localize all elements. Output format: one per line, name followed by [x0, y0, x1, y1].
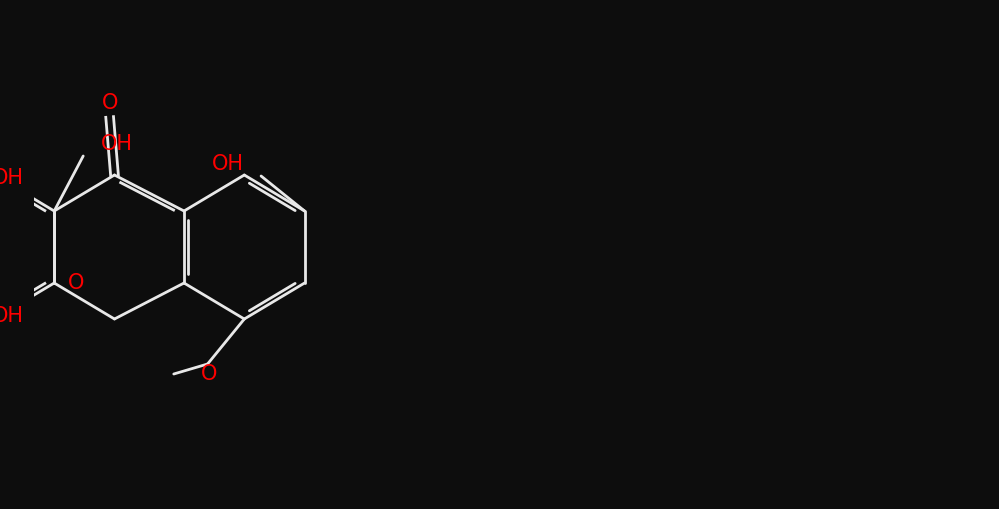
Text: OH: OH: [0, 168, 24, 188]
Text: OH: OH: [212, 154, 244, 174]
Text: O: O: [68, 273, 84, 293]
Text: O: O: [202, 364, 218, 384]
Text: OH: OH: [101, 134, 133, 154]
Text: OH: OH: [0, 306, 24, 326]
Text: O: O: [102, 93, 118, 113]
